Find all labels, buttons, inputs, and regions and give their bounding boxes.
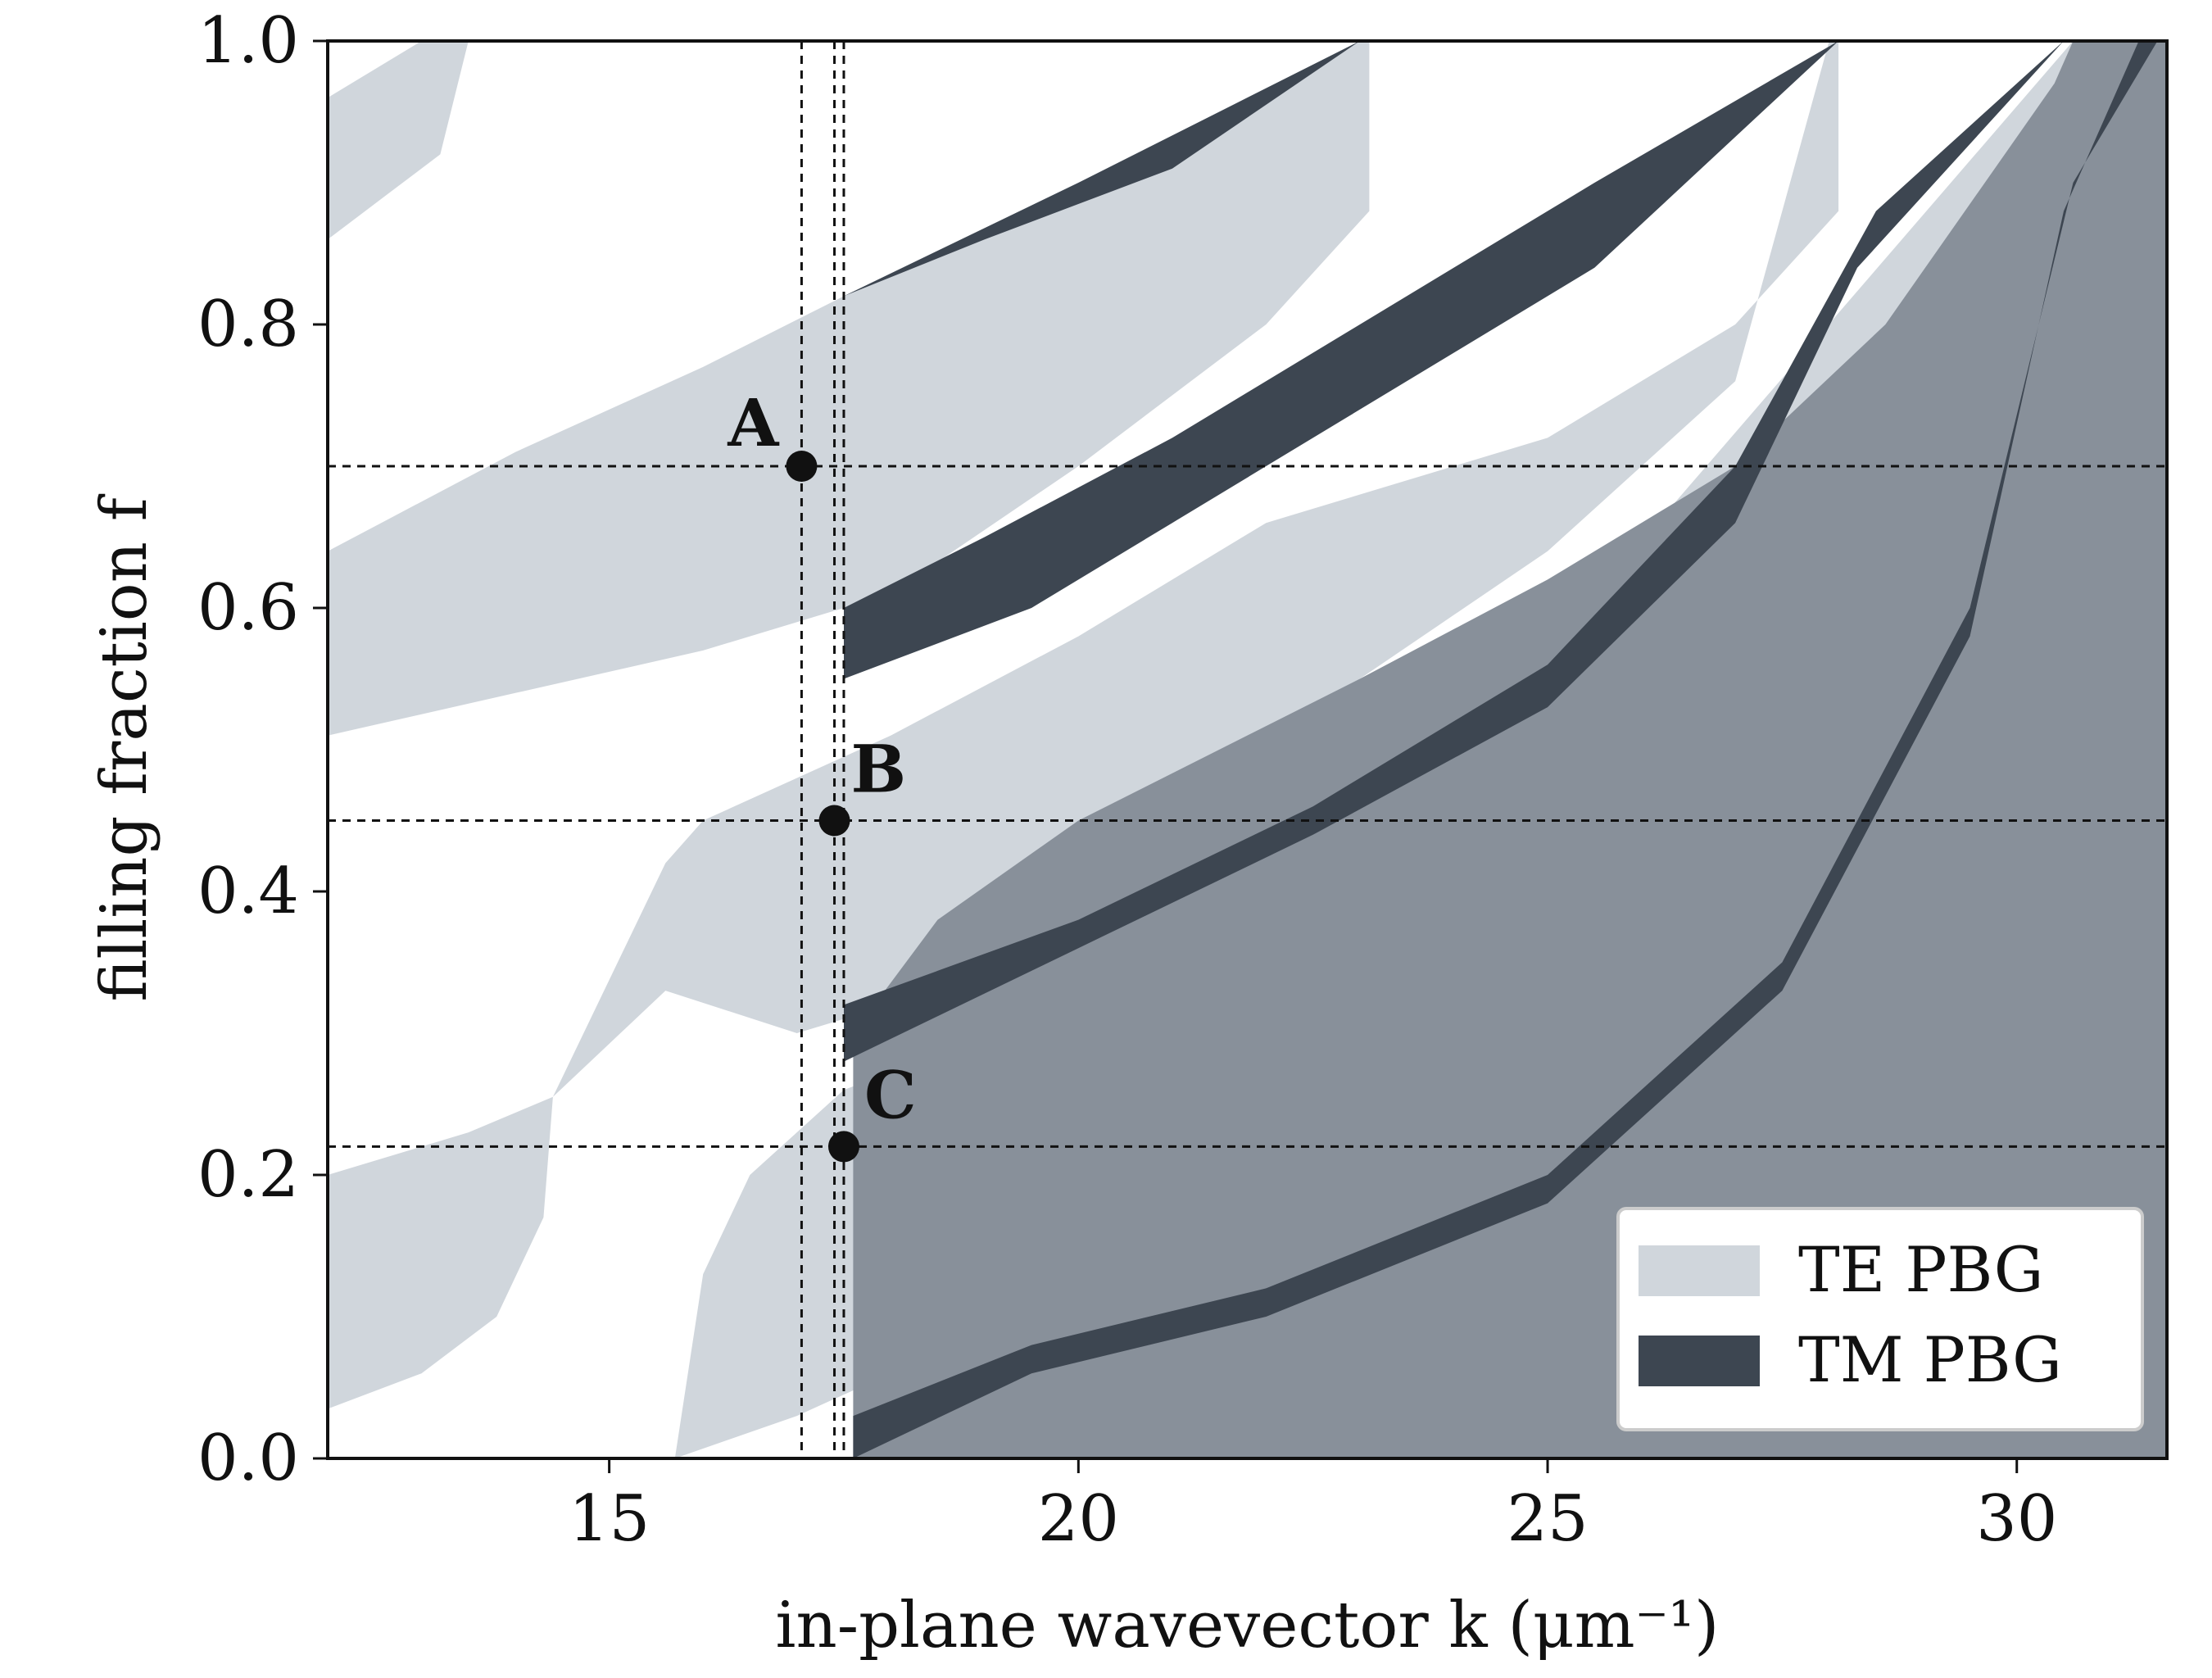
te-tm-overlap-region bbox=[853, 41, 2167, 1458]
y-tick-label: 0.6 bbox=[197, 571, 299, 645]
legend: TE PBG TM PBG bbox=[1616, 1207, 2144, 1431]
point-b bbox=[818, 805, 850, 837]
y-tick-label: 0.8 bbox=[197, 288, 299, 361]
x-tick-label: 25 bbox=[1507, 1482, 1588, 1556]
y-tick-label: 0.4 bbox=[197, 855, 299, 928]
x-tick-label: 15 bbox=[569, 1482, 650, 1556]
point-label-b: B bbox=[851, 731, 907, 808]
plot-frame bbox=[326, 39, 2169, 1460]
y-tick-label: 0.2 bbox=[197, 1138, 299, 1212]
point-a bbox=[786, 451, 818, 482]
point-c bbox=[827, 1131, 859, 1163]
y-tick-label: 0.0 bbox=[197, 1422, 299, 1495]
x-axis-label: in-plane wavevector k (μm⁻¹) bbox=[776, 1589, 1720, 1662]
legend-label-tm: TM PBG bbox=[1798, 1323, 2062, 1396]
point-label-a: A bbox=[727, 384, 779, 461]
y-axis-label: filling fraction f bbox=[88, 493, 161, 1001]
legend-label-te: TE PBG bbox=[1798, 1233, 2043, 1306]
legend-swatch-te bbox=[1639, 1245, 1760, 1296]
legend-swatch-tm bbox=[1639, 1336, 1760, 1386]
y-tick-label: 1.0 bbox=[197, 4, 299, 78]
x-tick-label: 20 bbox=[1038, 1482, 1119, 1556]
te-pbg-region bbox=[328, 41, 2074, 1458]
point-label-c: C bbox=[864, 1056, 917, 1133]
x-tick-label: 30 bbox=[1976, 1482, 2057, 1556]
